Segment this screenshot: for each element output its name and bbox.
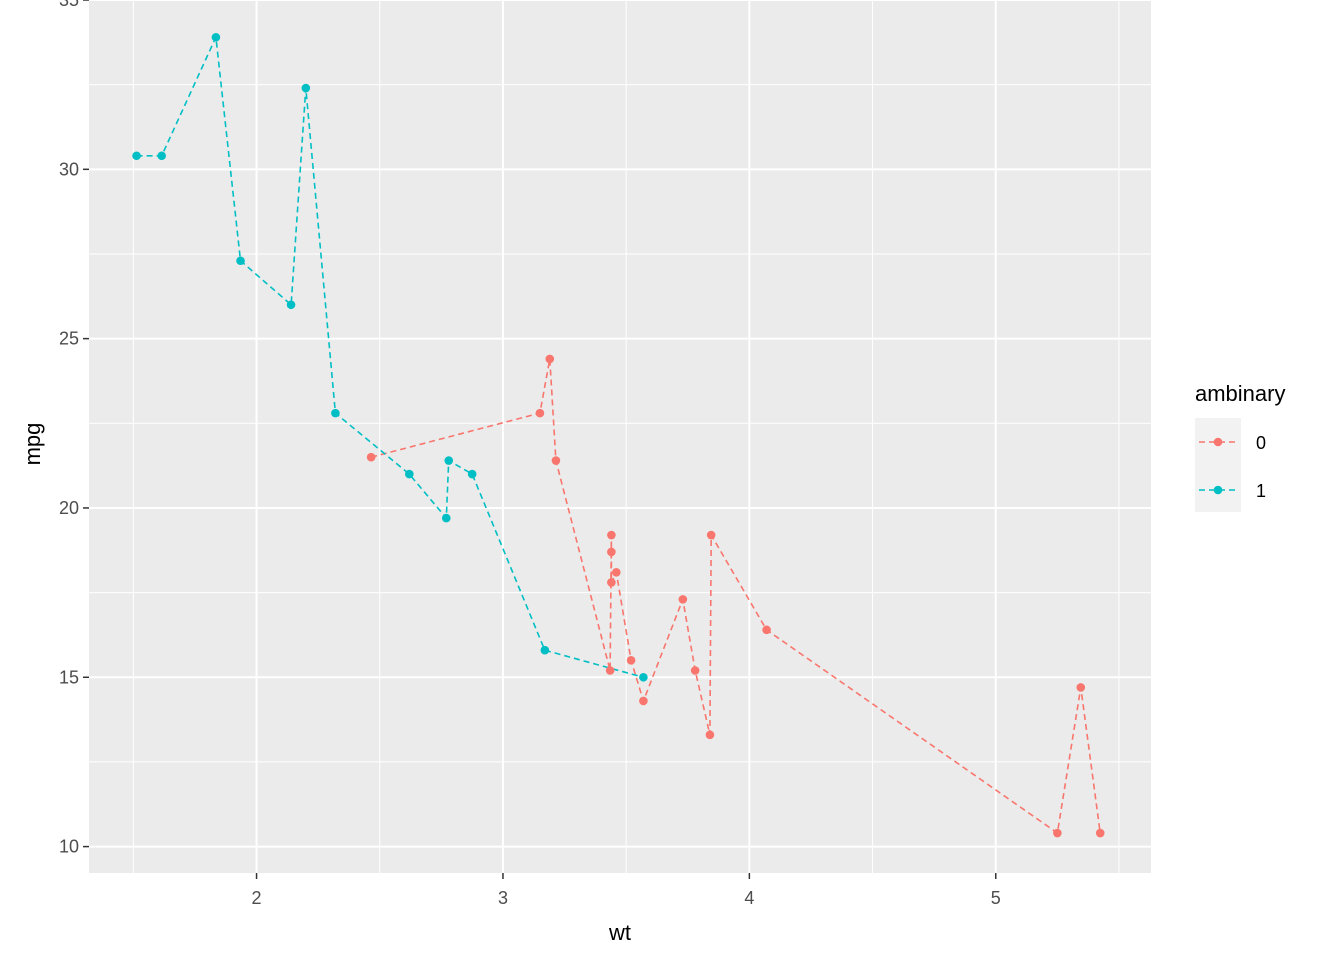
tick-layer: 2 3 4 5 10 15 20 25 30 35 bbox=[59, 0, 1001, 908]
series-1-point bbox=[211, 32, 221, 42]
series-layer bbox=[132, 32, 1105, 838]
series-0-point bbox=[690, 666, 700, 675]
y-axis-title: mpg bbox=[20, 423, 45, 466]
series-0-point bbox=[612, 567, 621, 577]
series-1-point bbox=[444, 456, 454, 465]
series-0-point bbox=[678, 595, 688, 604]
series-1-point bbox=[236, 256, 245, 266]
y-tick-label: 30 bbox=[59, 159, 79, 179]
series-1-point bbox=[132, 151, 141, 161]
series-0-point bbox=[705, 730, 715, 740]
series-1-point bbox=[331, 408, 340, 418]
y-tick-label: 10 bbox=[59, 837, 79, 857]
series-1-point bbox=[286, 300, 296, 310]
x-tick-label: 5 bbox=[991, 888, 1001, 908]
series-0-point bbox=[366, 452, 376, 462]
series-1-point bbox=[157, 151, 166, 161]
series-1-point bbox=[301, 83, 311, 93]
legend-label: 1 bbox=[1256, 481, 1266, 501]
x-tick-label: 3 bbox=[498, 888, 508, 908]
series-0-point bbox=[639, 696, 648, 706]
series-0-point bbox=[607, 578, 616, 587]
series-0-point bbox=[762, 625, 771, 635]
series-0-point bbox=[1053, 828, 1062, 838]
series-0-point bbox=[1076, 683, 1086, 692]
series-0-point bbox=[626, 656, 636, 665]
legend-key-background bbox=[1195, 418, 1241, 512]
series-0-point bbox=[607, 530, 616, 540]
grid-layer bbox=[89, 0, 1151, 873]
y-tick-label: 15 bbox=[59, 667, 79, 687]
x-tick-label: 4 bbox=[744, 888, 754, 908]
legend-key-point bbox=[1213, 437, 1223, 447]
legend-key-point bbox=[1213, 485, 1223, 495]
series-0-point bbox=[535, 408, 545, 418]
y-tick-label: 20 bbox=[59, 498, 79, 518]
series-1-point bbox=[540, 645, 550, 655]
x-tick-label: 2 bbox=[252, 888, 262, 908]
series-0-point bbox=[607, 547, 616, 557]
series-1-point bbox=[639, 672, 648, 682]
x-axis-title: wt bbox=[608, 920, 631, 945]
series-1-point bbox=[441, 513, 451, 523]
series-0-point bbox=[1095, 828, 1105, 838]
series-0-point bbox=[706, 530, 716, 540]
series-0-point bbox=[545, 354, 555, 364]
legend-title: ambinary bbox=[1195, 381, 1285, 406]
y-tick-label: 35 bbox=[59, 0, 79, 10]
series-0-point bbox=[551, 456, 561, 465]
y-tick-label: 25 bbox=[59, 329, 79, 349]
series-1-point bbox=[467, 469, 477, 479]
legend-label: 0 bbox=[1256, 433, 1266, 453]
series-0-point bbox=[605, 666, 615, 675]
plot-panel bbox=[89, 0, 1151, 873]
legend: ambinary 01 bbox=[1195, 381, 1285, 512]
series-1-point bbox=[405, 469, 414, 479]
legend-items: 01 bbox=[1199, 433, 1266, 501]
